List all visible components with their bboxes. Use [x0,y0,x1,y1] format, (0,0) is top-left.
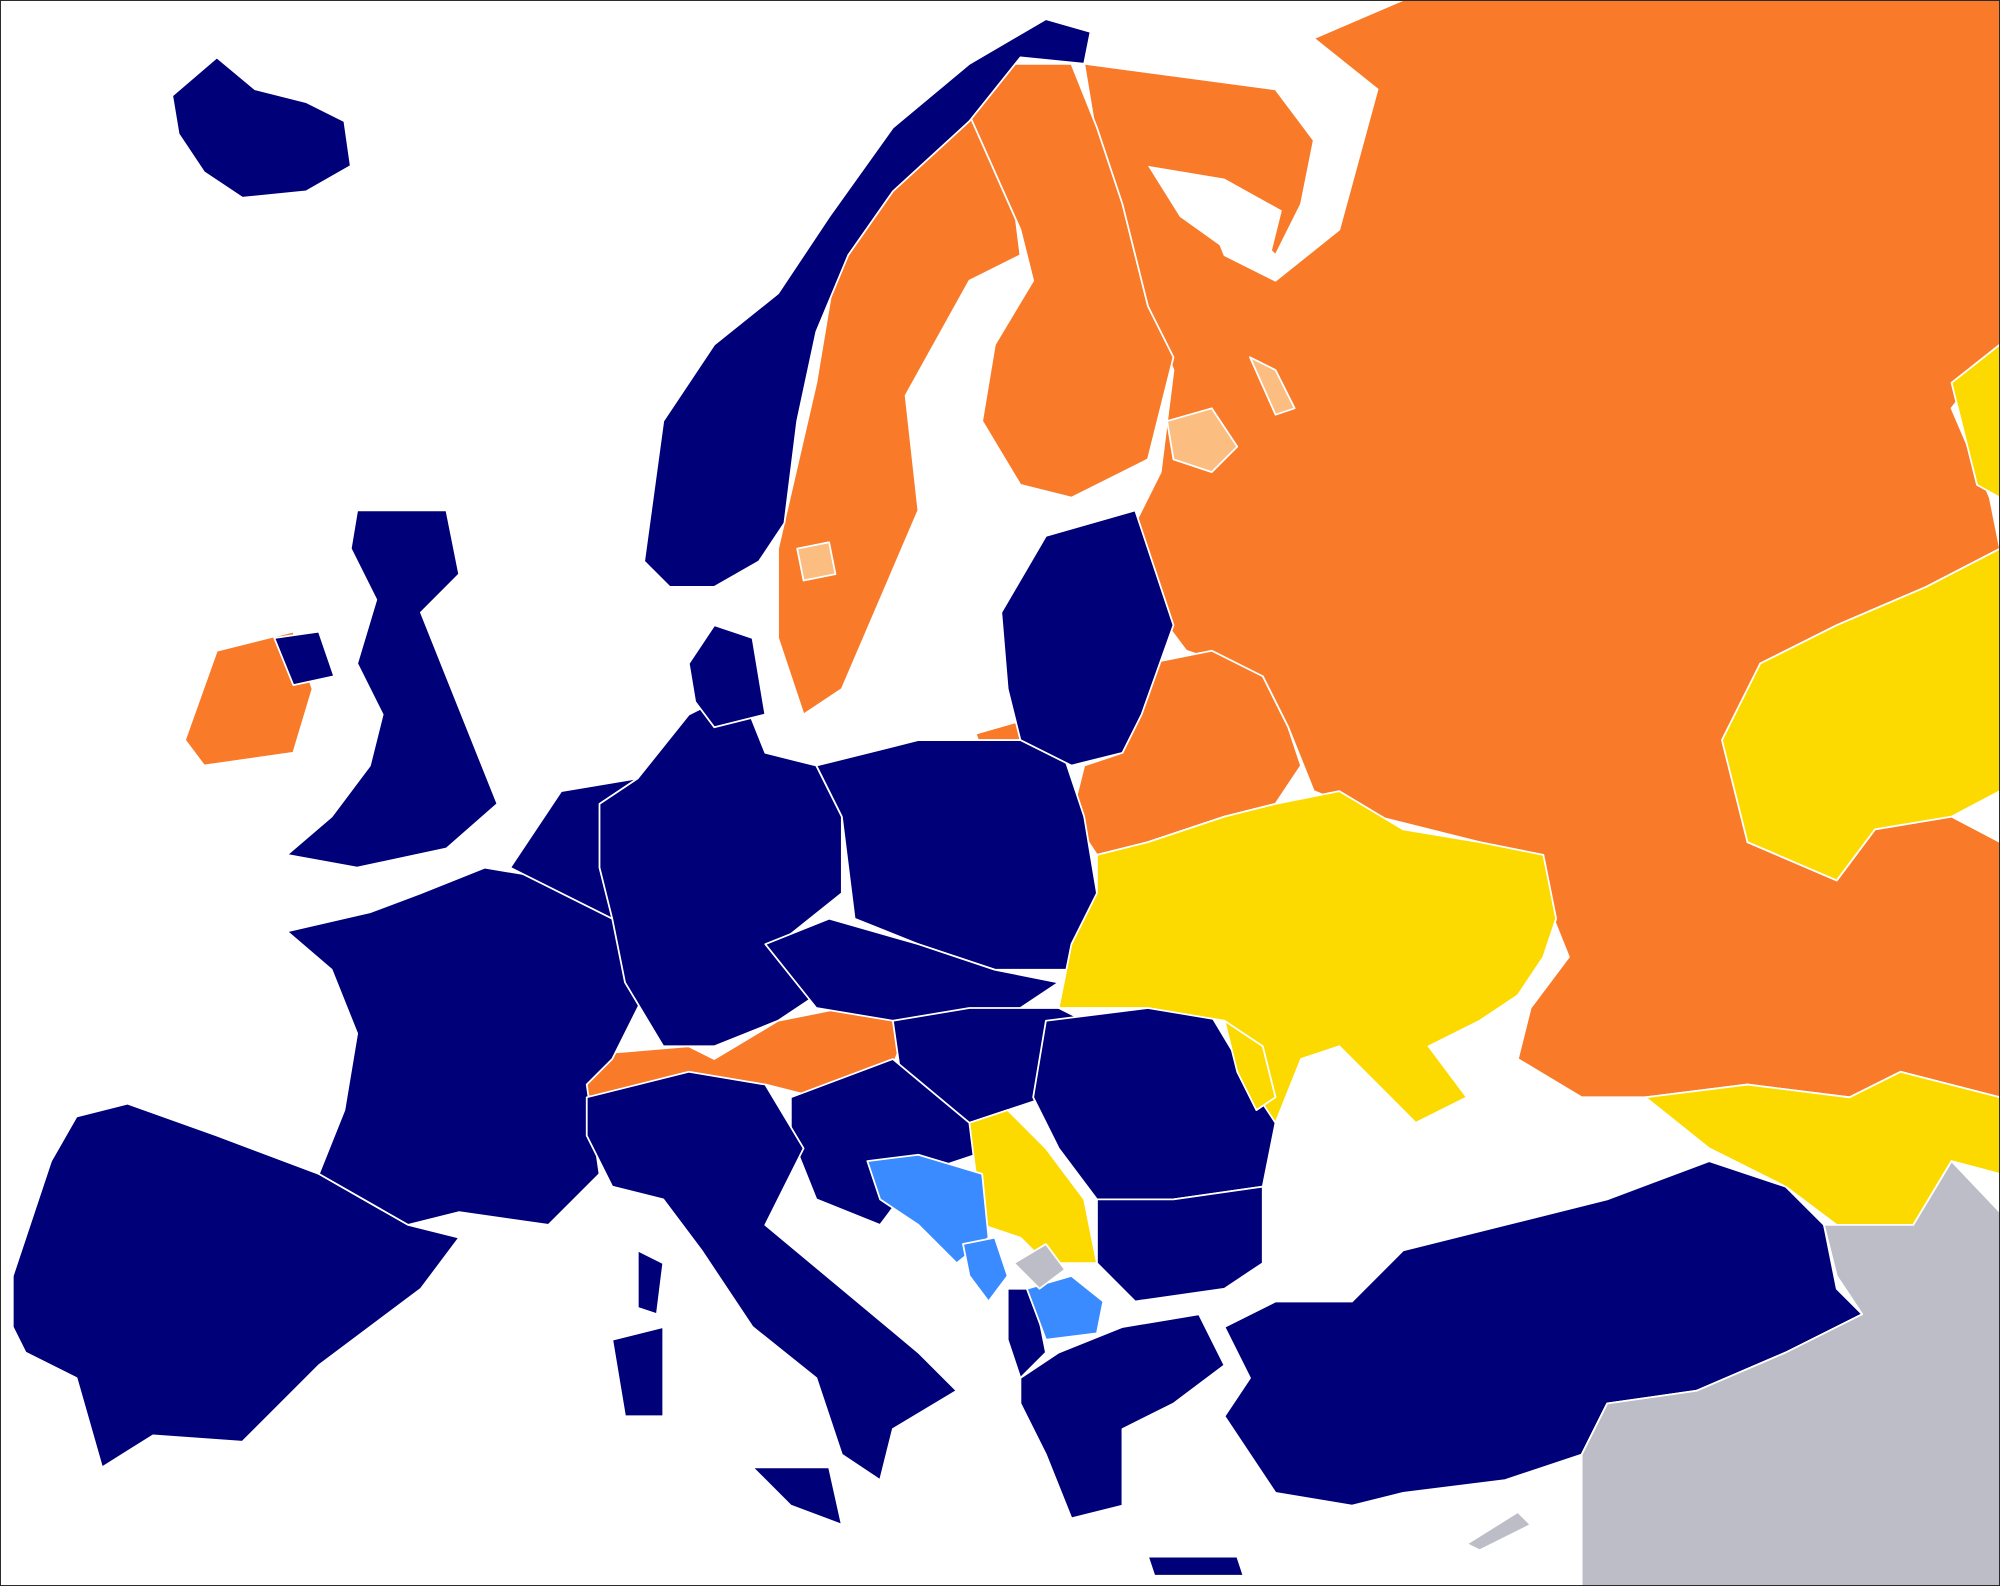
montenegro [962,1236,1009,1303]
ukraine [1057,790,1558,1124]
italy [585,1070,958,1481]
bulgaria [1096,1185,1264,1303]
norway [643,18,1092,588]
lake-ladoga [1166,407,1239,473]
serbia [968,1109,1098,1265]
crete [1147,1555,1245,1577]
denmark [687,624,767,729]
cyprus [1465,1511,1532,1552]
ireland [184,630,314,767]
sardinia [611,1326,665,1418]
kazakhstan-north [1950,343,2000,499]
spain-portugal [11,1102,461,1469]
finland [968,62,1175,499]
czechia-slovakia [764,917,1060,1035]
greece [1019,1313,1226,1520]
northern-ireland [273,630,336,687]
baltic-states [1000,509,1175,767]
middle-east [1580,1160,2000,1586]
united-kingdom [286,509,499,869]
corsica [636,1249,665,1316]
lake-vanern [796,541,837,582]
moldova [1223,1019,1277,1111]
caucasus [1644,1070,2000,1226]
kazakhstan [1721,547,2000,882]
macedonia [1025,1275,1105,1341]
kosovo [1013,1243,1066,1290]
iceland [171,56,352,199]
sicily [751,1466,843,1526]
lake-onega [1249,356,1296,416]
white-sea [1147,165,1282,262]
